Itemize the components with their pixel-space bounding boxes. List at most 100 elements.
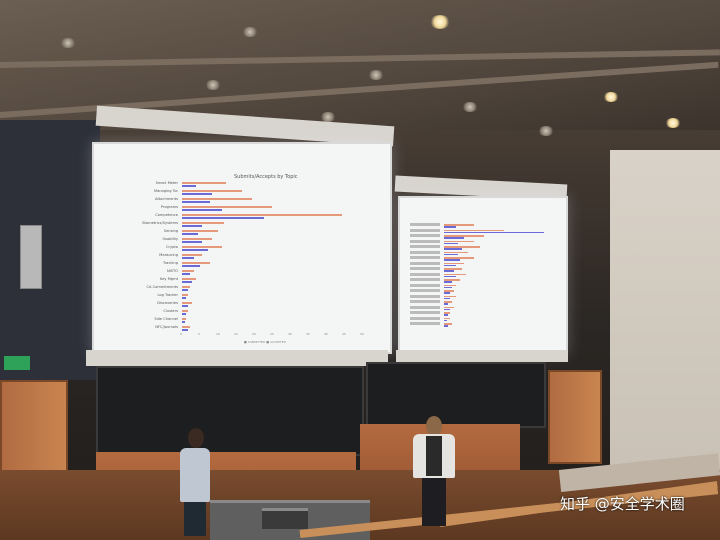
category-label: Competence <box>155 213 178 217</box>
ceiling-light <box>462 102 478 112</box>
category-label: CA Commitments <box>146 285 179 289</box>
bar-submitted <box>182 214 342 216</box>
ceiling-light <box>603 92 619 102</box>
bar-accepted <box>182 313 186 315</box>
bar-submitted <box>444 295 456 297</box>
category-label <box>410 245 440 248</box>
chart-legend: ■ SUBMITTED ■ ACCEPTED <box>244 340 286 344</box>
bar-accepted <box>444 314 448 316</box>
bar-submitted <box>444 224 474 226</box>
bar-submitted <box>444 229 504 231</box>
tick-label: 35 <box>306 332 310 336</box>
tick-label: 45 <box>342 332 346 336</box>
left-wall <box>0 120 100 380</box>
bar-accepted <box>182 281 192 283</box>
category-label <box>410 289 440 292</box>
ceiling-light <box>320 112 336 122</box>
bar-submitted <box>182 238 212 240</box>
left-projection-screen: Submits/Accepts by Topic Smart Meter Mana… <box>92 142 392 354</box>
screen-bottom-bar <box>86 350 388 366</box>
bar-submitted <box>444 273 466 275</box>
category-label <box>410 250 440 254</box>
tick-label: 50 <box>360 332 364 336</box>
bar-accepted <box>182 185 196 187</box>
bar-submitted <box>444 246 480 248</box>
ceiling-light <box>60 38 76 48</box>
bar-accepted <box>182 265 200 267</box>
category-label: Usability <box>162 237 178 241</box>
category-label: NISTO <box>166 269 178 273</box>
bar-submitted <box>182 294 188 296</box>
ceiling-light <box>242 27 258 37</box>
tick-label: 15 <box>234 332 238 336</box>
category-label <box>410 234 440 237</box>
bar-accepted <box>182 329 188 331</box>
bar-submitted <box>182 246 222 248</box>
bar-accepted <box>444 281 452 283</box>
bar-accepted <box>182 257 194 259</box>
tick-label: 20 <box>252 332 256 336</box>
bar-submitted <box>444 317 450 319</box>
bar-submitted <box>182 318 186 320</box>
door <box>548 370 602 464</box>
bar-accepted <box>182 225 202 227</box>
category-label <box>410 305 440 309</box>
right-projection-screen <box>398 196 568 354</box>
bar-accepted <box>444 253 458 255</box>
screen-bottom-bar <box>396 350 568 362</box>
bar-accepted <box>182 289 188 291</box>
category-label: Crypto <box>165 245 178 249</box>
bar-accepted <box>444 259 460 261</box>
category-label <box>410 311 440 314</box>
bar-accepted <box>182 201 210 203</box>
exit-sign <box>4 356 30 370</box>
bar-submitted <box>182 222 224 224</box>
bar-accepted <box>444 325 448 327</box>
bar-submitted <box>444 323 452 325</box>
man-standing <box>176 426 216 536</box>
tick-label: 0 <box>180 332 182 336</box>
bar-accepted <box>444 231 544 233</box>
category-label: Smart Meter <box>155 181 178 185</box>
bar-submitted <box>182 310 188 312</box>
bar-submitted <box>182 262 210 264</box>
bar-submitted <box>444 306 454 308</box>
bar-submitted <box>182 326 190 328</box>
bar-submitted <box>182 190 242 192</box>
bar-chart: Smart Meter Managing Tor Attachments Progra… <box>94 144 390 352</box>
bar-accepted <box>444 237 464 239</box>
category-label: Biometrics/Systems <box>142 221 178 225</box>
right-wall <box>610 150 720 480</box>
bar-accepted <box>444 242 458 244</box>
bar-submitted <box>182 286 190 288</box>
bar-submitted <box>182 278 196 280</box>
bar-submitted <box>182 302 192 304</box>
bar-submitted <box>182 206 272 208</box>
watermark: 知乎 @安全学术圈 <box>560 495 685 513</box>
blackboard <box>96 366 364 456</box>
bar-accepted <box>182 249 208 251</box>
woman-speaker <box>410 414 458 526</box>
category-label <box>410 300 440 303</box>
bar-submitted <box>444 290 454 292</box>
bar-accepted <box>444 248 462 250</box>
category-label: Managing Tor <box>153 189 178 193</box>
ceiling-light <box>368 70 384 80</box>
wall-speaker <box>20 225 42 289</box>
bar-submitted <box>444 240 474 242</box>
category-label: Key Mgmt <box>160 277 178 281</box>
category-label <box>410 256 440 259</box>
bar-submitted <box>182 230 218 232</box>
tick-label: 25 <box>270 332 274 336</box>
bar-chart <box>400 198 566 352</box>
bar-submitted <box>444 262 464 264</box>
bar-accepted <box>182 305 188 307</box>
bar-submitted <box>444 235 484 237</box>
bar-submitted <box>444 312 450 314</box>
category-label <box>410 278 440 281</box>
category-label <box>410 294 440 298</box>
ceiling-light <box>538 126 554 136</box>
chart-title: Submits/Accepts by Topic <box>234 174 298 180</box>
tick-label: 10 <box>216 332 220 336</box>
